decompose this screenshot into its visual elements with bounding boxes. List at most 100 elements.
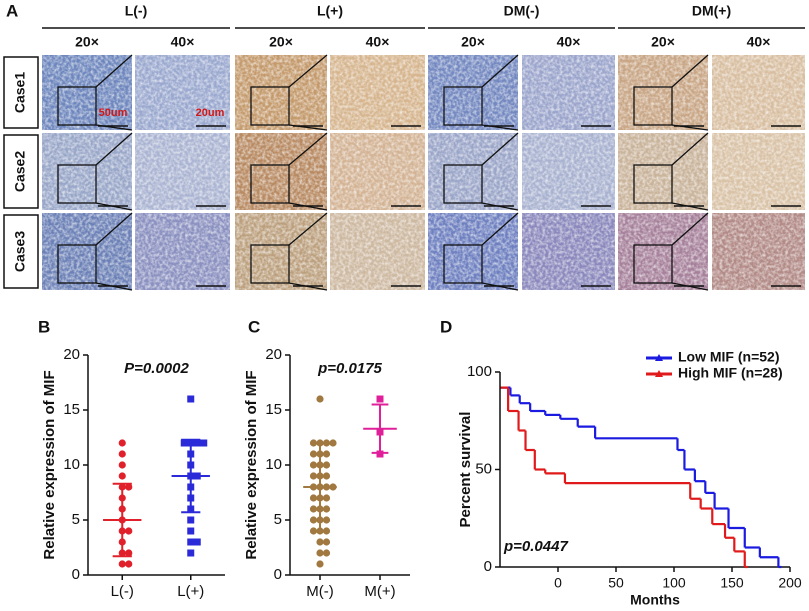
data-point — [193, 538, 201, 546]
data-point — [309, 461, 318, 469]
data-point — [309, 494, 318, 502]
legend-marker — [655, 354, 663, 361]
panel-label: B — [38, 317, 50, 336]
zoom-box — [633, 164, 673, 204]
panel-label: D — [440, 317, 452, 336]
y-tick-label: 5 — [274, 511, 282, 528]
panel-label: C — [248, 317, 260, 336]
data-point — [322, 516, 331, 524]
data-point — [322, 549, 331, 557]
zoom-line — [481, 124, 519, 131]
magnification: 40× — [366, 34, 390, 50]
data-point — [180, 439, 188, 447]
data-point — [125, 560, 133, 568]
group-title: L(-) — [125, 3, 148, 19]
micrograph-texture — [330, 213, 425, 290]
panel-label: A — [6, 1, 18, 20]
zoom-line — [95, 202, 133, 211]
zoom-line — [481, 202, 519, 211]
magnification: 20× — [461, 34, 485, 50]
zoom-line — [95, 124, 133, 131]
data-point — [322, 461, 331, 469]
x-tick-label: L(-) — [111, 583, 134, 600]
x-tick-label: 200 — [778, 575, 802, 591]
zoom-line — [671, 202, 709, 211]
micrograph-texture — [712, 133, 805, 210]
zoom-box — [633, 244, 673, 284]
y-tick-label: 0 — [72, 566, 80, 583]
data-point — [376, 395, 384, 403]
data-point — [316, 395, 324, 403]
zoom-line — [288, 282, 328, 291]
annotation: p=0.0447 — [503, 538, 568, 555]
data-point — [309, 472, 318, 480]
micrograph-texture — [522, 133, 615, 210]
case-box — [3, 56, 39, 129]
micrograph-texture — [712, 55, 805, 130]
data-point — [309, 516, 318, 524]
annotation: P=0.0002 — [124, 360, 189, 377]
y-tick-label: 10 — [265, 456, 282, 473]
zoom-line — [288, 54, 328, 88]
data-point — [187, 395, 195, 403]
magnification: 40× — [171, 34, 195, 50]
data-point — [322, 538, 331, 546]
data-point — [118, 439, 126, 447]
zoom-line — [671, 212, 709, 246]
legend-marker — [655, 370, 663, 377]
zoom-line — [288, 202, 328, 211]
y-tick-label: 0 — [484, 558, 492, 575]
y-tick-label: 20 — [63, 346, 80, 363]
x-axis-label: Months — [630, 592, 680, 608]
y-tick-label: 15 — [63, 401, 80, 418]
y-tick-label: 0 — [274, 566, 282, 583]
data-point — [187, 516, 195, 524]
zoom-box — [57, 86, 97, 126]
zoom-line — [481, 212, 519, 246]
micrograph-texture — [135, 213, 230, 290]
data-point — [322, 450, 331, 458]
data-point — [118, 461, 126, 469]
zoom-line — [481, 282, 519, 291]
group-title: DM(-) — [504, 3, 540, 19]
y-tick-label: 100 — [467, 363, 492, 380]
data-point — [125, 483, 133, 491]
case-box — [3, 134, 39, 209]
y-tick-label: 5 — [72, 511, 80, 528]
y-tick-label: 10 — [63, 456, 80, 473]
zoom-line — [95, 212, 133, 246]
zoom-line — [671, 132, 709, 166]
zoom-line — [288, 212, 328, 246]
y-tick-label: 20 — [265, 346, 282, 363]
legend-label: High MIF (n=28) — [678, 365, 783, 381]
x-tick-label: 50 — [608, 575, 624, 591]
y-tick-label: 50 — [475, 460, 492, 477]
zoom-line — [671, 54, 709, 88]
case-label: Case2 — [12, 151, 28, 192]
data-point — [309, 450, 318, 458]
zoom-line — [671, 124, 709, 131]
x-tick-label: 100 — [662, 575, 686, 591]
zoom-line — [671, 282, 709, 291]
zoom-box — [443, 244, 483, 284]
data-point — [118, 450, 126, 458]
micrograph-texture — [330, 55, 425, 130]
scale-label: 50um — [99, 107, 128, 119]
data-point — [187, 527, 195, 535]
y-axis-label: Relative expression of MIF — [243, 370, 260, 559]
magnification: 40× — [557, 34, 581, 50]
zoom-box — [633, 86, 673, 126]
data-point — [200, 439, 208, 447]
data-point — [187, 549, 195, 557]
x-tick-label: M(+) — [364, 583, 395, 600]
group-title: L(+) — [317, 3, 343, 19]
micrograph-texture — [135, 133, 230, 210]
data-point — [316, 538, 324, 546]
data-point — [187, 538, 195, 546]
micrograph-texture — [135, 55, 230, 130]
magnification: 40× — [747, 34, 771, 50]
data-point — [316, 549, 324, 557]
x-tick-label: 0 — [554, 575, 562, 591]
zoom-box — [250, 164, 290, 204]
